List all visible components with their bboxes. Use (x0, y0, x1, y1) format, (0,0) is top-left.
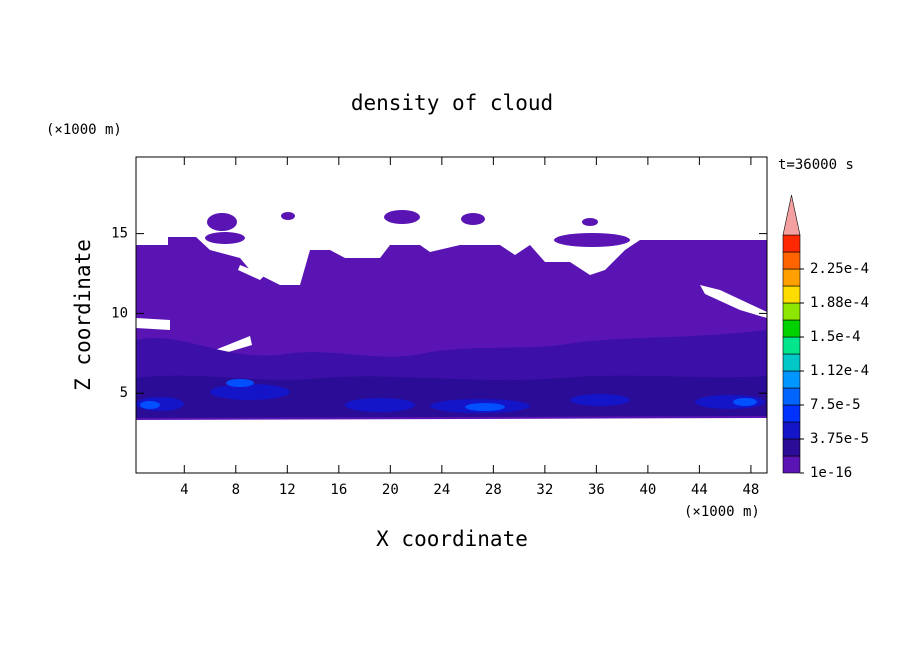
colorbar-box (782, 336, 801, 355)
colorbar-box (782, 353, 801, 372)
x-tick-label: 12 (279, 482, 296, 498)
x-tick-label: 20 (382, 482, 399, 498)
colorbar-box (782, 285, 801, 304)
contour-field (136, 210, 767, 420)
contour-region (461, 213, 485, 225)
x-tick-label: 40 (639, 482, 656, 498)
x-tick-label: 4 (180, 482, 188, 498)
contour-region (210, 384, 290, 400)
colorbar-box (782, 319, 801, 338)
x-tick-label: 32 (536, 482, 553, 498)
plot-frame (135, 156, 768, 474)
colorbar-box (782, 438, 801, 457)
contour-region (281, 212, 295, 220)
y-tick-label: 15 (111, 226, 128, 242)
contour-region (136, 330, 767, 385)
colorbar-label: 1e-16 (810, 465, 852, 481)
colorbar-box (782, 421, 801, 440)
colorbar-box (782, 455, 801, 474)
x-axis-label: X coordinate (376, 527, 528, 551)
contour-hole (136, 318, 170, 330)
y-unit: (×1000 m) (46, 122, 122, 138)
x-tick-label: 28 (485, 482, 502, 498)
contour-region (140, 401, 160, 409)
time-label: t=36000 s (778, 157, 854, 173)
colorbar-label: 1.5e-4 (810, 329, 861, 345)
contour-region (465, 403, 505, 411)
contour-region (226, 379, 254, 387)
chart-title: density of cloud (351, 91, 553, 115)
contour-region (207, 213, 237, 231)
contour-region (205, 232, 245, 244)
colorbar-box (782, 404, 801, 423)
x-tick-label: 44 (691, 482, 708, 498)
contour-hole (700, 285, 767, 318)
contour-hole (238, 265, 265, 280)
contour-region (733, 398, 757, 406)
colorbar-label: 1.88e-4 (810, 295, 869, 311)
colorbar-label: 3.75e-5 (810, 431, 869, 447)
colorbar-box (782, 268, 801, 287)
x-tick-label: 48 (742, 482, 759, 498)
contour-region (345, 398, 415, 412)
colorbar-box (782, 302, 801, 321)
contour-region (384, 210, 420, 224)
colorbar-extend (782, 194, 801, 236)
x-tick-label: 36 (588, 482, 605, 498)
y-axis-label: Z coordinate (71, 239, 95, 391)
x-unit: (×1000 m) (684, 504, 760, 520)
contour-region (554, 233, 630, 247)
colorbar-box (782, 234, 801, 253)
x-tick-label: 24 (433, 482, 450, 498)
contour-region (570, 394, 630, 406)
colorbar-box (782, 251, 801, 270)
x-tick-label: 8 (232, 482, 240, 498)
contour-region (582, 218, 598, 226)
colorbar-label: 7.5e-5 (810, 397, 861, 413)
colorbar-label: 2.25e-4 (810, 261, 869, 277)
colorbar-label: 1.12e-4 (810, 363, 869, 379)
x-tick-label: 16 (330, 482, 347, 498)
colorbar-box (782, 370, 801, 389)
y-tick-label: 5 (120, 385, 128, 401)
colorbar-box (782, 387, 801, 406)
y-tick-label: 10 (111, 305, 128, 321)
contour-region (136, 375, 767, 418)
